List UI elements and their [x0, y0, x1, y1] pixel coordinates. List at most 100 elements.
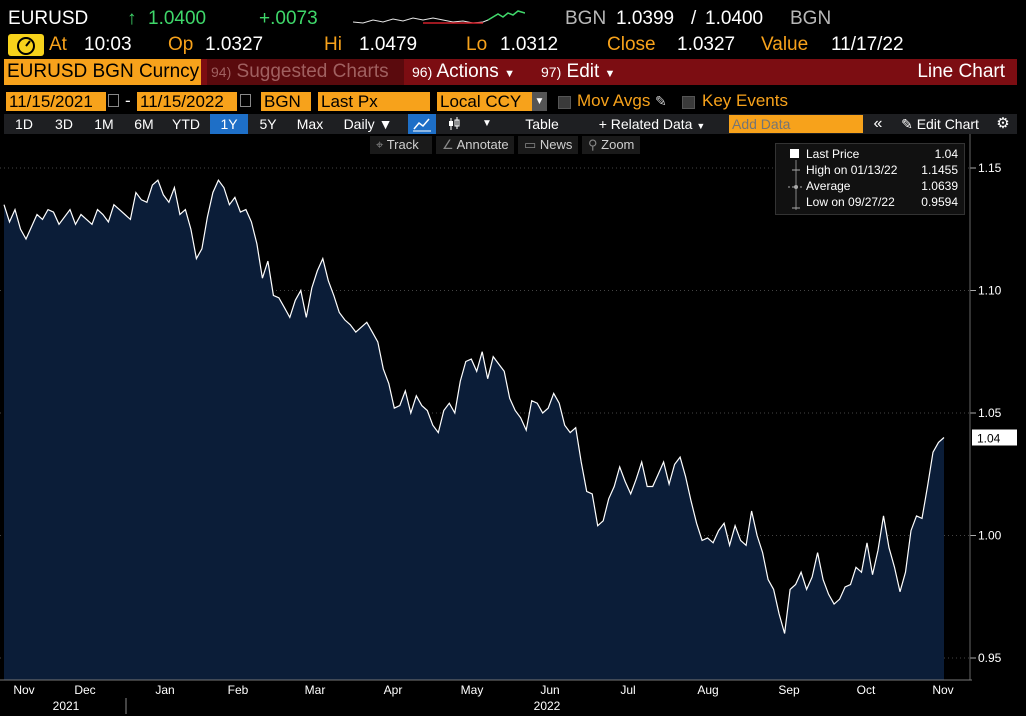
annotate-icon: ∠: [442, 137, 454, 152]
legend-low-value: 0.9594: [921, 195, 958, 209]
pencil-icon[interactable]: ✎: [655, 93, 667, 109]
mov-avgs-checkbox[interactable]: [558, 96, 571, 109]
open-value: 1.0327: [205, 34, 264, 55]
track-button[interactable]: ⌖ Track: [370, 136, 432, 154]
x-tick-label: Aug: [697, 683, 718, 697]
edit-chart-button[interactable]: ✎ Edit Chart: [892, 114, 988, 134]
period-1m-button[interactable]: 1M: [94, 116, 114, 132]
edit-caret-icon: ▼: [604, 68, 616, 80]
security-name[interactable]: EURUSD BGN Curncy: [4, 59, 201, 85]
year-label: 2021: [53, 699, 80, 713]
ticker-price: 1.0400: [148, 8, 207, 29]
calendar-icon[interactable]: [108, 94, 119, 107]
collapse-arrows-icon[interactable]: «: [873, 115, 883, 132]
related-data-button[interactable]: + Related Data ▼: [582, 114, 722, 134]
edit-chart-label: Edit Chart: [916, 116, 979, 132]
last-price-label: 1.04: [977, 432, 1001, 446]
chart-style-dropdown-icon[interactable]: ▼: [482, 118, 492, 129]
track-label: Track: [386, 137, 419, 152]
last-price-box: [972, 429, 1017, 446]
ticker-source-2: BGN: [790, 8, 832, 29]
ticker-ask: 1.0400: [705, 8, 764, 29]
legend-high-value: 1.1455: [921, 163, 958, 177]
currency-dropdown-icon[interactable]: ▼: [532, 92, 547, 111]
year-label: 2022: [534, 699, 561, 713]
x-tick-label: Mar: [305, 683, 326, 697]
price-area: [4, 180, 944, 680]
edit-menu-button[interactable]: 97) Edit ▼: [537, 59, 627, 85]
legend-last-value: 1.04: [934, 147, 958, 161]
up-arrow-icon: ↑: [127, 8, 137, 29]
add-data-input[interactable]: [729, 115, 863, 133]
period-ytd-button[interactable]: YTD: [172, 116, 200, 132]
field-selector[interactable]: Last Px: [318, 92, 430, 111]
end-date-field[interactable]: 11/15/2022: [137, 92, 237, 111]
edit-label: Edit: [566, 61, 600, 82]
currency-selector[interactable]: Local CCY: [437, 92, 532, 111]
related-data-caret-icon: ▼: [696, 121, 706, 131]
line-chart-icon[interactable]: [408, 114, 436, 134]
y-tick-label: 1.00: [978, 529, 1002, 543]
mov-avgs-label: Mov Avgs: [577, 91, 651, 110]
period-max-button[interactable]: Max: [296, 116, 324, 132]
menu-bar: EURUSD BGN Curncy 94) Suggested Charts 9…: [4, 59, 1017, 85]
actions-caret-icon: ▼: [504, 68, 515, 80]
related-data-label: + Related Data: [598, 116, 693, 132]
price-chart[interactable]: 1.15 1.10 1.05 1.00 0.95 1.04 Nov Dec Jan Feb Mar A…: [0, 134, 1026, 716]
gauge-icon[interactable]: [8, 34, 44, 56]
low-label: Lo: [466, 34, 488, 55]
period-5y-button[interactable]: 5Y: [259, 116, 277, 132]
settings-gear-icon[interactable]: ⚙: [996, 115, 1010, 132]
news-button[interactable]: ▭ News: [518, 136, 578, 154]
frequency-dropdown[interactable]: Daily ▼: [343, 116, 393, 132]
suggested-label: Suggested Charts: [236, 61, 389, 82]
suggested-charts-button[interactable]: 94) Suggested Charts: [207, 59, 404, 85]
at-time: 10:03: [84, 34, 132, 55]
start-date-field[interactable]: 11/15/2021: [6, 92, 106, 111]
source-field[interactable]: BGN: [261, 92, 311, 111]
table-button[interactable]: Table: [525, 116, 559, 132]
zoom-label: Zoom: [601, 137, 635, 152]
legend-markers-icon: [788, 160, 804, 210]
high-label: Hi: [324, 34, 342, 55]
candlestick-icon[interactable]: [440, 114, 468, 134]
legend-low-label: Low on 09/27/22: [806, 195, 895, 209]
x-tick-label: Nov: [932, 683, 953, 697]
value-date: 11/17/22: [831, 34, 904, 55]
last-price-swatch: [790, 149, 799, 158]
period-6m-button[interactable]: 6M: [134, 116, 154, 132]
ticker-change: +.0073: [259, 8, 318, 29]
key-events-label: Key Events: [702, 91, 788, 110]
ticker-separator: /: [691, 8, 697, 29]
x-tick-label: Jan: [155, 683, 174, 697]
x-tick-label: Sep: [778, 683, 800, 697]
edit-number: 97): [541, 64, 562, 80]
x-tick-label: May: [461, 683, 484, 697]
actions-menu-button[interactable]: 96) Actions ▼: [408, 59, 534, 85]
x-tick-label: Nov: [13, 683, 34, 697]
period-1d-button[interactable]: 1D: [15, 116, 33, 132]
calendar-icon[interactable]: [240, 94, 251, 107]
crosshair-icon: ⌖: [376, 137, 384, 152]
suggested-number: 94): [211, 64, 232, 80]
close-value: 1.0327: [677, 34, 736, 55]
annotate-button[interactable]: ∠ Annotate: [436, 136, 514, 154]
y-tick-label: 1.15: [978, 161, 1002, 175]
key-events-checkbox[interactable]: [682, 96, 695, 109]
y-tick-label: 0.95: [978, 651, 1002, 665]
close-label: Close: [607, 34, 656, 55]
ticker-symbol: EURUSD: [8, 8, 89, 29]
x-tick-label: Jun: [540, 683, 559, 697]
at-label: At: [49, 34, 67, 55]
open-label: Op: [168, 34, 194, 55]
zoom-button[interactable]: ⚲ Zoom: [582, 136, 640, 154]
chart-type-label: Line Chart: [917, 61, 1005, 82]
period-1y-button[interactable]: 1Y: [210, 114, 248, 134]
x-tick-label: Feb: [228, 683, 249, 697]
legend-average-label: Average: [806, 179, 851, 193]
chart-toolbar: 1D 3D 1M 6M YTD 1Y 5Y Max Daily ▼ ▼ Tabl…: [4, 114, 1017, 134]
x-tick-label: Dec: [74, 683, 95, 697]
y-tick-label: 1.05: [978, 406, 1002, 420]
legend-high-label: High on 01/13/22: [806, 163, 898, 177]
period-3d-button[interactable]: 3D: [55, 116, 73, 132]
